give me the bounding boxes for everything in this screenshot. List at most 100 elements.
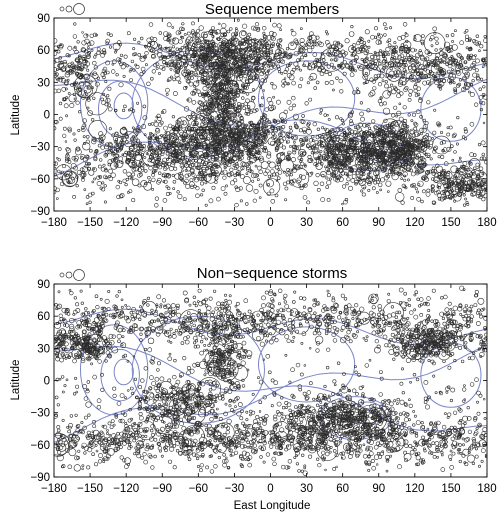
storm-point — [216, 118, 220, 122]
storm-point — [201, 157, 206, 162]
storm-point — [247, 105, 251, 109]
storm-point — [247, 156, 251, 161]
storm-point — [280, 71, 284, 75]
storm-point — [223, 94, 231, 102]
storm-point — [143, 162, 146, 166]
storm-point — [390, 132, 395, 138]
storm-point — [328, 134, 332, 138]
legend-size-circle — [59, 272, 65, 278]
storm-point — [319, 112, 322, 115]
storm-point — [186, 31, 191, 36]
storm-point — [241, 96, 245, 100]
storm-point — [112, 151, 116, 156]
storm-point — [224, 87, 229, 93]
storm-point — [266, 153, 272, 159]
storm-point — [54, 173, 57, 176]
storm-point — [210, 69, 216, 75]
storm-point — [375, 137, 380, 141]
storm-point — [206, 120, 210, 124]
storm-point — [427, 154, 431, 158]
storm-point — [191, 100, 197, 105]
storm-point — [347, 127, 352, 132]
storm-point — [362, 74, 369, 80]
storm-point — [236, 131, 241, 136]
legend-size-circle — [59, 6, 65, 12]
storm-point — [174, 146, 179, 151]
legend-size-circle — [73, 3, 85, 15]
storm-point — [88, 169, 95, 176]
storm-point — [194, 132, 199, 136]
storm-point — [275, 158, 281, 164]
storm-point — [238, 30, 248, 39]
storm-point — [107, 103, 111, 107]
storm-point — [178, 39, 183, 44]
storm-point — [185, 158, 189, 162]
storm-point — [338, 173, 343, 178]
storm-point — [257, 151, 262, 156]
storm-point — [387, 125, 396, 135]
storm-point — [232, 98, 237, 103]
storm-point — [305, 138, 309, 142]
storm-point — [388, 127, 392, 132]
storm-point — [330, 58, 333, 62]
storm-point — [347, 156, 351, 161]
storm-point — [256, 165, 262, 171]
storm-point — [73, 138, 77, 142]
storm-point — [285, 141, 289, 144]
storm-point — [354, 179, 359, 185]
storm-point — [183, 33, 187, 36]
storm-point — [214, 176, 219, 181]
storm-point — [389, 66, 393, 71]
storm-point — [299, 27, 303, 31]
storm-point — [373, 125, 378, 130]
storm-point — [249, 110, 253, 114]
storm-point — [284, 334, 290, 340]
storm-point — [260, 161, 269, 169]
storm-point — [211, 185, 216, 190]
storm-point — [326, 197, 331, 202]
storm-point — [155, 136, 159, 140]
storm-point — [170, 134, 176, 139]
storm-point — [202, 43, 209, 50]
storm-point — [80, 154, 85, 159]
storm-point — [143, 182, 152, 191]
storm-point — [108, 142, 114, 148]
storm-point — [175, 47, 179, 51]
storm-point — [325, 132, 330, 136]
storm-point — [306, 81, 310, 85]
storm-point — [247, 161, 251, 165]
storm-point — [357, 149, 362, 153]
storm-point — [283, 109, 288, 115]
storm-point — [83, 188, 87, 191]
storm-point — [225, 54, 231, 59]
storm-point — [366, 134, 370, 138]
storm-point — [239, 199, 243, 203]
storm-point — [108, 127, 112, 131]
storm-point — [361, 150, 365, 155]
storm-point — [308, 97, 313, 102]
storm-point — [298, 128, 303, 133]
storm-point — [249, 71, 258, 80]
storm-point — [281, 83, 286, 88]
storm-point — [86, 155, 89, 158]
storm-point — [274, 193, 279, 198]
storm-point — [326, 164, 332, 169]
storm-point — [423, 67, 427, 72]
storm-point — [405, 128, 409, 132]
storm-point — [196, 80, 200, 84]
storm-point — [339, 89, 344, 94]
storm-point — [285, 173, 289, 177]
storm-point — [220, 74, 224, 78]
storm-point — [229, 43, 237, 51]
storm-point — [416, 86, 421, 91]
storm-point — [187, 140, 193, 146]
storm-point — [247, 32, 252, 37]
storm-point — [182, 62, 188, 68]
storm-point — [117, 135, 121, 139]
storm-point — [300, 161, 305, 166]
storm-point — [301, 114, 305, 118]
storm-point — [128, 148, 133, 153]
storm-point — [361, 147, 365, 151]
storm-point — [85, 139, 90, 144]
storm-point — [368, 159, 373, 164]
